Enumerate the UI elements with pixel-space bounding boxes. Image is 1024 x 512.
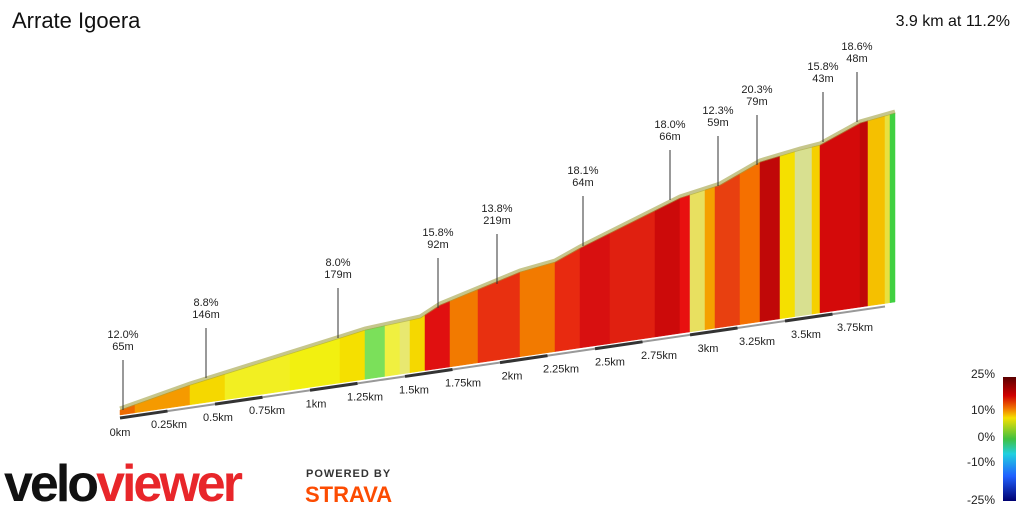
logo-red: viewer (96, 455, 243, 512)
distance-label: 1km (306, 398, 327, 410)
profile-strip (579, 232, 611, 349)
annotation-gradient: 12.3% (702, 105, 733, 117)
profile-strip (779, 151, 796, 320)
profile-strip (819, 122, 861, 314)
annotation-gradient: 18.1% (567, 165, 598, 177)
profile-strip (811, 144, 821, 315)
legend-bar (1003, 377, 1016, 501)
annotation-gradient: 18.0% (654, 119, 685, 131)
annotation-gradient: 12.0% (107, 329, 138, 341)
distance-label: 0.5km (203, 412, 233, 424)
base-stripe (594, 340, 643, 351)
annotation-length: 59m (707, 117, 728, 129)
profile-strip (867, 115, 886, 307)
logo: veloviewer (4, 455, 243, 512)
title: Arrate Igoera (12, 8, 141, 33)
profile-strip (364, 325, 386, 380)
profile-strip (714, 173, 741, 329)
distance-label: 3.75km (837, 322, 873, 334)
legend-label: -25% (967, 493, 995, 507)
distance-label: 2.75km (641, 350, 677, 362)
annotation-gradient: 13.8% (481, 203, 512, 215)
distance-label: 1.5km (399, 384, 429, 396)
annotation-length: 48m (846, 53, 867, 65)
legend-label: 25% (971, 367, 995, 381)
distance-label: 2km (502, 371, 523, 383)
profile-strip (739, 161, 761, 325)
profile-strip (859, 120, 869, 308)
distance-label: 0.25km (151, 419, 187, 431)
distance-label: 2.25km (543, 364, 579, 376)
annotation-gradient: 8.8% (193, 297, 218, 309)
distance-label: 3km (698, 343, 719, 355)
profile-strip (689, 189, 706, 333)
logo-dark: velo (4, 455, 97, 512)
annotation-length: 219m (483, 215, 511, 227)
profile-strip (554, 247, 581, 352)
distance-label: 2.5km (595, 357, 625, 369)
profile-strip (409, 314, 426, 373)
distance-label: 0km (110, 427, 131, 439)
profile-strip (519, 261, 556, 357)
base-stripe (404, 368, 453, 378)
profile-strip (759, 155, 781, 322)
profile-strip (704, 186, 716, 330)
profile-strip (884, 114, 891, 304)
base-stripe (784, 312, 833, 323)
distance-label: 3.25km (739, 336, 775, 348)
annotations: 12.0%65m8.8%146m8.0%179m15.8%92m13.8%219… (107, 41, 873, 410)
distance-label: 0.75km (249, 405, 285, 417)
legend-label: 10% (971, 403, 995, 417)
annotation-length: 146m (192, 309, 220, 321)
profile (119, 109, 896, 420)
annotation-gradient: 20.3% (741, 84, 772, 96)
profile-strip (609, 210, 656, 344)
profile-strip (889, 112, 896, 303)
annotation-length: 179m (324, 269, 352, 281)
summary: 3.9 km at 11.2% (896, 13, 1010, 30)
profile-strip (679, 194, 691, 334)
annotation-gradient: 18.6% (841, 41, 872, 53)
strava: STRAVA (305, 482, 392, 507)
profile-strip (399, 319, 411, 375)
distance-label: 1.75km (445, 378, 481, 390)
distance-label: 3.5km (791, 329, 821, 341)
annotation-length: 79m (746, 96, 767, 108)
base-stripe (309, 381, 358, 392)
legend: 25% 10% 0% -10% -25% (967, 367, 995, 507)
profile-strip (654, 197, 681, 338)
base-stripe (689, 326, 738, 337)
profile-strip (339, 329, 366, 384)
annotation-length: 43m (812, 73, 833, 85)
annotation-gradient: 8.0% (325, 257, 350, 269)
distance-labels: 0km 0.25km 0.5km 0.75km 1km 1.25km 1.5km 1.75km… (110, 322, 873, 439)
annotation-length: 65m (112, 341, 133, 353)
annotation-length: 64m (572, 177, 593, 189)
annotation-gradient: 15.8% (422, 227, 453, 239)
powered-by: POWERED BY (306, 468, 391, 480)
annotation-length: 66m (659, 131, 680, 143)
profile-strip (794, 146, 813, 317)
profile-top (119, 109, 896, 411)
base-stripe (214, 395, 263, 406)
legend-label: -10% (967, 455, 995, 469)
profile-strip (384, 322, 401, 377)
distance-label: 1.25km (347, 391, 383, 403)
base-stripe (499, 354, 548, 365)
legend-label: 0% (978, 430, 996, 444)
profile-strip (449, 288, 479, 368)
base-stripe (119, 409, 168, 420)
annotation-gradient: 15.8% (807, 61, 838, 73)
annotation-length: 92m (427, 239, 448, 251)
